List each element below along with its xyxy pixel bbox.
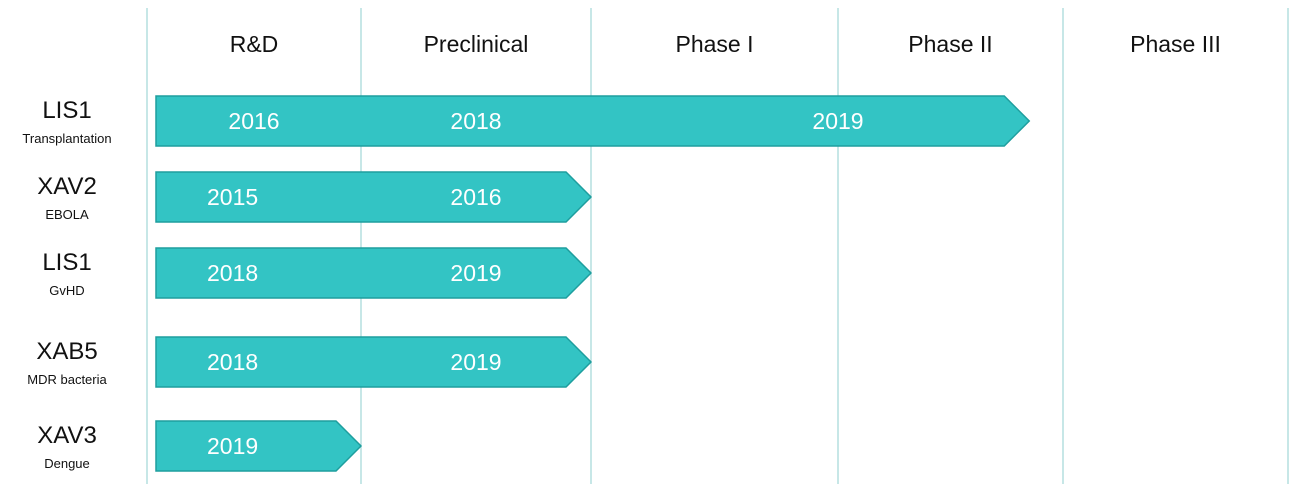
milestone-year: 2019: [207, 433, 258, 459]
program-name: XAV3: [37, 422, 97, 449]
phase-header: Phase III: [1130, 31, 1221, 57]
program-indication: Transplantation: [22, 131, 111, 146]
program-indication: EBOLA: [45, 207, 89, 222]
program-rows: LIS1 Transplantation 2016 2018 2019 XAV2 EBOLA…: [22, 95, 1031, 472]
progress-arrow: [155, 247, 593, 299]
phase-dividers: [146, 8, 1289, 484]
program-indication: GvHD: [49, 283, 84, 298]
program-row: XAB5 MDR bacteria 2018 2019: [27, 336, 593, 388]
phase-header: Phase II: [908, 31, 992, 57]
progress-arrow: [155, 336, 593, 388]
milestone-year: 2016: [450, 184, 501, 210]
program-indication: Dengue: [44, 456, 90, 471]
milestone-year: 2018: [207, 349, 258, 375]
progress-arrow: [155, 95, 1031, 147]
milestone-year: 2018: [450, 108, 501, 134]
phase-headers: R&D Preclinical Phase I Phase II Phase III: [230, 31, 1221, 57]
milestone-year: 2019: [812, 108, 863, 134]
progress-arrow: [155, 171, 593, 223]
milestone-year: 2016: [228, 108, 279, 134]
phase-header: Preclinical: [424, 31, 529, 57]
phase-header: Phase I: [676, 31, 754, 57]
phase-header: R&D: [230, 31, 279, 57]
milestone-year: 2019: [450, 260, 501, 286]
milestone-year: 2019: [450, 349, 501, 375]
program-row: XAV3 Dengue 2019: [37, 420, 363, 472]
program-row: LIS1 GvHD 2018 2019: [42, 247, 593, 299]
program-row: XAV2 EBOLA 2015 2016: [37, 171, 593, 223]
milestone-year: 2015: [207, 184, 258, 210]
program-indication: MDR bacteria: [27, 372, 107, 387]
program-name: XAB5: [36, 338, 97, 365]
program-row: LIS1 Transplantation 2016 2018 2019: [22, 95, 1031, 147]
program-name: XAV2: [37, 173, 97, 200]
program-name: LIS1: [42, 97, 91, 124]
milestone-year: 2018: [207, 260, 258, 286]
program-name: LIS1: [42, 249, 91, 276]
progress-arrow: [155, 420, 363, 472]
